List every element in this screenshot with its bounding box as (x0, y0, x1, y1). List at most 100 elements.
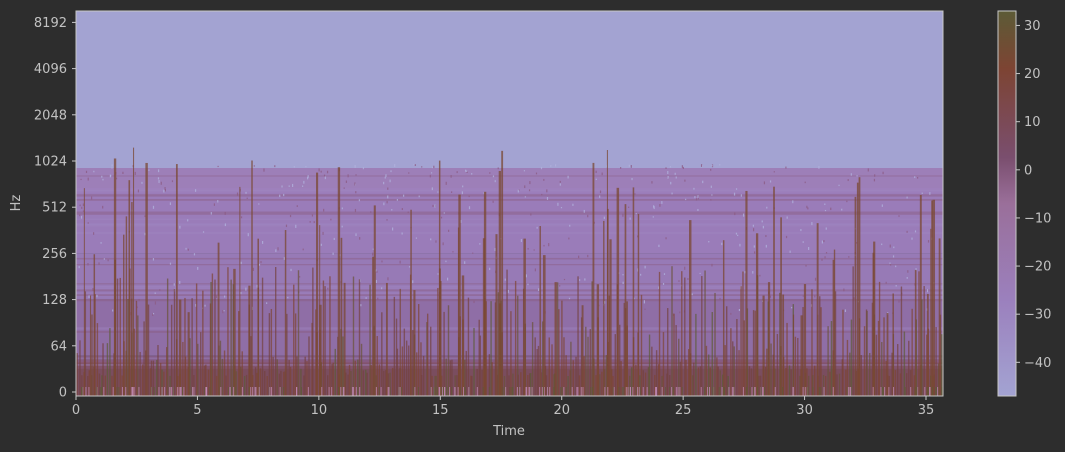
spectral-speckle (383, 202, 385, 206)
dc-bin-stripe (233, 387, 235, 396)
spectral-speckle (631, 177, 633, 181)
spectral-speckle (246, 197, 248, 199)
energy-strand (230, 279, 232, 396)
harmonic-streak (76, 360, 943, 364)
spectral-speckle (811, 222, 813, 226)
spectral-speckle (157, 169, 160, 173)
dc-bin-stripe (417, 387, 419, 396)
energy-strand (563, 337, 565, 396)
dc-bin-stripe (209, 387, 211, 396)
y-tick-label: 64 (50, 339, 67, 354)
energy-strand (716, 357, 718, 396)
spectral-speckle (415, 237, 418, 239)
transient-spike (930, 228, 932, 396)
energy-strand (527, 375, 529, 396)
energy-strand (350, 371, 352, 396)
spectral-speckle (730, 312, 732, 315)
spectral-speckle (701, 165, 703, 168)
spectral-speckle (158, 180, 160, 183)
dc-bin-stripe (539, 387, 541, 396)
energy-strand (667, 308, 669, 396)
energy-strand (184, 356, 187, 396)
spectral-speckle (394, 164, 396, 167)
energy-strand (478, 319, 480, 396)
spectral-speckle (921, 192, 923, 194)
transient-spike (217, 242, 220, 396)
spectral-speckle (437, 273, 439, 275)
energy-strand (819, 296, 821, 396)
spectral-speckle (652, 216, 654, 218)
energy-strand (109, 328, 111, 396)
energy-strand (678, 338, 680, 396)
energy-strand (666, 373, 668, 396)
spectral-speckle (240, 261, 242, 265)
spectral-speckle (93, 170, 95, 173)
spectral-speckle (734, 212, 736, 216)
spectral-speckle (843, 288, 845, 292)
dc-bin-stripe (519, 387, 521, 396)
energy-strand (327, 375, 329, 396)
energy-strand (481, 369, 483, 396)
dc-bin-stripe (268, 387, 270, 396)
transient-spike (123, 234, 125, 396)
harmonic-streak (76, 285, 943, 288)
energy-strand (662, 332, 665, 396)
energy-strand (697, 367, 700, 396)
spectral-speckle (204, 304, 206, 307)
spectral-speckle (679, 311, 681, 314)
spectral-speckle (217, 200, 219, 203)
energy-strand (534, 337, 536, 396)
transient-spike (410, 209, 412, 396)
spectral-speckle (667, 176, 669, 180)
spectral-speckle (202, 231, 205, 233)
spectral-speckle (906, 230, 908, 233)
dc-bin-stripe (763, 387, 765, 396)
dc-bin-stripe (541, 387, 543, 396)
energy-strand (935, 327, 937, 396)
spectral-speckle (669, 166, 672, 168)
spectral-speckle (466, 170, 468, 173)
transient-spike (495, 234, 498, 396)
energy-strand (375, 375, 377, 396)
transient-spike (832, 259, 835, 396)
spectral-speckle (187, 248, 189, 251)
energy-strand (488, 354, 491, 396)
spectral-speckle (524, 196, 526, 198)
dc-bin-stripe (241, 387, 243, 396)
transient-spike (554, 282, 557, 396)
energy-strand (750, 368, 753, 396)
energy-strand (699, 366, 702, 396)
energy-strand (149, 368, 152, 396)
y-axis-label: Hz (9, 195, 24, 212)
spectral-speckle (587, 214, 589, 218)
energy-strand (814, 365, 816, 396)
energy-strand (834, 291, 837, 396)
energy-strand (202, 290, 204, 396)
energy-strand (156, 359, 158, 396)
energy-strand (635, 364, 637, 396)
y-tick-label: 512 (42, 201, 67, 216)
energy-strand (395, 318, 398, 396)
energy-strand (786, 322, 788, 396)
dc-bin-stripe (271, 387, 273, 396)
spectral-speckle (557, 202, 559, 206)
colorbar-tick-label: −20 (1024, 260, 1051, 275)
harmonic-streak (76, 231, 943, 235)
dc-bin-stripe (220, 387, 222, 396)
dc-bin-stripe (924, 387, 926, 396)
y-tick-label: 8192 (34, 16, 67, 31)
dc-bin-stripe (746, 387, 748, 396)
energy-strand (551, 344, 553, 396)
energy-strand (329, 276, 331, 396)
dc-bin-stripe (121, 387, 123, 396)
spectral-speckle (288, 185, 290, 187)
energy-strand (173, 288, 176, 396)
harmonic-streak (76, 293, 943, 296)
spectral-speckle (152, 312, 155, 315)
energy-strand (370, 364, 372, 396)
spectral-speckle (578, 255, 580, 259)
spectral-speckle (445, 181, 447, 185)
transient-spike (498, 303, 502, 396)
transient-spike (187, 312, 190, 396)
colorbar-tick-label: 0 (1024, 163, 1032, 178)
